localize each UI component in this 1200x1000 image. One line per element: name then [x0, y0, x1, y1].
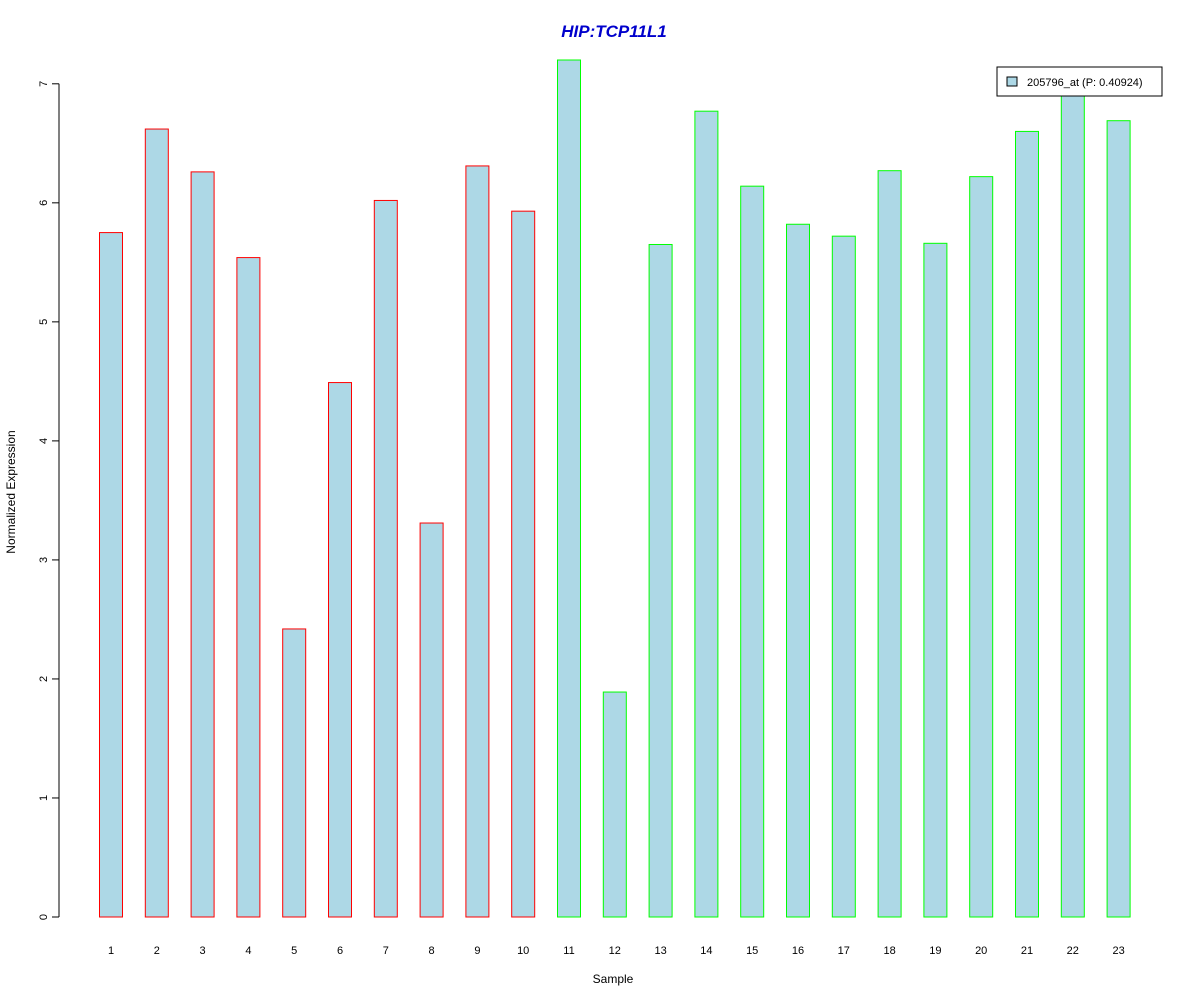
legend-swatch — [1006, 76, 1018, 87]
x-tick-label: 10 — [517, 945, 529, 957]
y-axis: 0 1 2 3 4 5 6 7 — [38, 81, 60, 920]
x-tick-label: 15 — [746, 945, 758, 957]
x-tick-label: 20 — [975, 945, 987, 957]
chart-title: HIP:TCP11L1 — [561, 22, 667, 41]
x-tick-label: 7 — [383, 945, 389, 957]
y-tick-label: 3 — [38, 557, 50, 563]
y-tick-label: 7 — [38, 81, 50, 87]
legend-entry-label: 205796_at (P: 0.40924) — [1027, 77, 1143, 89]
bar-sample-6 — [328, 382, 352, 918]
y-tick-label: 5 — [38, 319, 50, 325]
bar-sample-11 — [557, 59, 581, 918]
bar-sample-3 — [190, 171, 215, 918]
y-tick-label: 6 — [38, 200, 50, 206]
x-tick-label: 13 — [654, 945, 666, 957]
x-tick-label: 23 — [1112, 945, 1124, 957]
x-tick-label: 9 — [474, 945, 480, 957]
x-tick-label: 3 — [200, 945, 206, 957]
bar-sample-19 — [923, 242, 948, 918]
bar-sample-17 — [831, 235, 856, 918]
bar-sample-13 — [648, 243, 673, 918]
x-tick-label: 1 — [108, 945, 114, 957]
bar-sample-5 — [282, 628, 307, 918]
y-tick-label: 1 — [38, 795, 50, 801]
x-tick-label: 18 — [883, 945, 895, 957]
x-tick-label: 19 — [929, 945, 941, 957]
x-tick-label: 5 — [291, 945, 297, 957]
bar-sample-15 — [740, 185, 765, 918]
bar-sample-10 — [511, 210, 536, 918]
bar-sample-2 — [144, 128, 169, 918]
bar-sample-8 — [419, 522, 444, 918]
bar-sample-12 — [602, 691, 627, 918]
bar-sample-18 — [877, 170, 902, 918]
bar-sample-23 — [1106, 120, 1131, 918]
bar-sample-22 — [1060, 95, 1085, 918]
x-tick-label: 22 — [1067, 945, 1079, 957]
bar-sample-9 — [465, 165, 490, 918]
x-tick-label: 6 — [337, 945, 343, 957]
bar-sample-16 — [786, 223, 810, 918]
x-tick-label: 17 — [838, 945, 850, 957]
x-axis-tick-labels: 1 2 3 4 5 6 7 8 9 10 11 12 13 14 15 16 17 18 19 20 21 22 23 — [108, 945, 1125, 957]
legend-box — [996, 66, 1163, 97]
x-tick-label: 8 — [429, 945, 435, 957]
y-tick-label: 2 — [38, 676, 50, 682]
y-tick-label: 4 — [38, 438, 50, 444]
x-tick-label: 11 — [563, 945, 574, 957]
legend: 205796_at (P: 0.40924) — [996, 66, 1163, 97]
bar-sample-20 — [969, 176, 994, 918]
bars — [99, 59, 1131, 918]
x-tick-label: 14 — [700, 945, 712, 957]
x-tick-label: 16 — [792, 945, 804, 957]
x-tick-label: 2 — [154, 945, 160, 957]
bar-sample-14 — [694, 110, 719, 918]
bar-sample-4 — [236, 257, 261, 918]
bar-sample-21 — [1015, 130, 1039, 918]
y-axis-label: Normalized Expression — [4, 430, 18, 553]
x-tick-label: 12 — [609, 945, 621, 957]
bar-sample-1 — [99, 232, 123, 918]
x-axis-label: Sample — [593, 972, 634, 986]
x-tick-label: 21 — [1021, 945, 1033, 957]
x-tick-label: 4 — [245, 945, 251, 957]
y-tick-label: 0 — [38, 914, 50, 920]
bar-sample-7 — [373, 199, 398, 918]
